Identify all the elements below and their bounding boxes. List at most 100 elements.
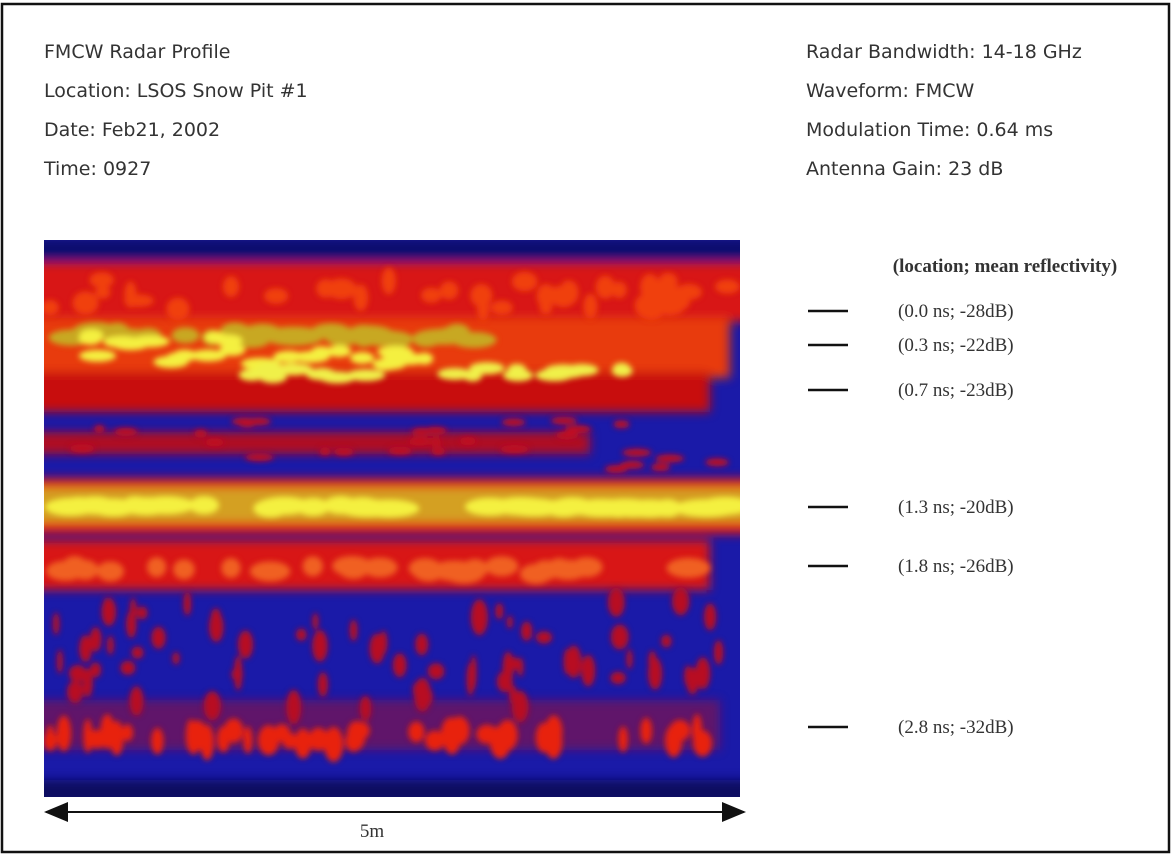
- blob: [238, 368, 265, 381]
- blob: [715, 279, 740, 294]
- blob: [172, 652, 180, 665]
- radar-image: [44, 240, 740, 797]
- blob: [621, 448, 652, 457]
- blob: [210, 608, 222, 629]
- blob: [83, 718, 93, 753]
- header-line: Waveform: FMCW: [806, 80, 974, 102]
- blob: [120, 660, 136, 675]
- blob: [78, 332, 103, 345]
- blob: [153, 355, 189, 368]
- blob: [541, 286, 567, 303]
- blob: [89, 662, 102, 678]
- blob: [427, 663, 445, 680]
- blob: [221, 558, 241, 579]
- blob: [581, 654, 596, 687]
- blob: [66, 680, 84, 704]
- blob: [661, 634, 672, 648]
- blob: [302, 556, 323, 577]
- blob: [671, 587, 690, 616]
- blob: [61, 496, 97, 515]
- blob: [535, 631, 553, 644]
- legend-label: (1.3 ns; -20dB): [898, 497, 1014, 518]
- blob: [249, 561, 291, 582]
- blob-group: [44, 267, 740, 763]
- blob: [223, 718, 244, 743]
- blob: [237, 630, 254, 659]
- blob: [316, 279, 336, 298]
- scale-label: 5m: [360, 821, 385, 842]
- blob: [188, 733, 199, 755]
- blob: [415, 633, 429, 656]
- blob: [686, 667, 699, 695]
- blob: [413, 677, 431, 712]
- blob: [392, 653, 407, 678]
- blob: [583, 293, 598, 319]
- blob: [95, 285, 111, 299]
- radar-spots: [44, 267, 740, 763]
- blob: [626, 649, 633, 670]
- blob: [106, 635, 114, 655]
- legend: (location; mean reflectivity) (0.0 ns; -…: [808, 256, 1117, 738]
- blob: [102, 598, 109, 624]
- blob: [325, 329, 361, 346]
- blob: [146, 557, 167, 578]
- blob: [388, 446, 412, 455]
- blob: [421, 287, 442, 303]
- blob: [640, 717, 653, 744]
- blob: [243, 726, 253, 754]
- blob: [282, 732, 298, 749]
- blob: [619, 460, 645, 469]
- blob: [319, 447, 331, 456]
- header-line: Radar Bandwidth: 14-18 GHz: [806, 41, 1082, 63]
- header-line: Location: LSOS Snow Pit #1: [44, 80, 308, 102]
- blob: [326, 345, 352, 358]
- header-left: FMCW Radar Profile Location: LSOS Snow P…: [43, 41, 308, 180]
- blob: [203, 691, 221, 721]
- blob: [137, 496, 195, 515]
- blob: [263, 326, 324, 343]
- legend-items: (0.0 ns; -28dB) (0.3 ns; -22dB) (0.7 ns; -…: [808, 301, 1014, 738]
- blob: [408, 721, 425, 743]
- blob: [408, 437, 431, 446]
- blob: [349, 351, 375, 364]
- blob: [295, 628, 307, 641]
- blob: [506, 615, 513, 629]
- blob: [151, 727, 164, 755]
- blob: [200, 724, 214, 761]
- blob: [499, 445, 530, 454]
- blob: [93, 425, 105, 434]
- blob: [501, 418, 526, 427]
- legend-label: (1.8 ns; -26dB): [898, 556, 1014, 577]
- blob: [183, 591, 192, 616]
- blob: [349, 619, 358, 642]
- header-line: Modulation Time: 0.64 ms: [806, 119, 1053, 141]
- blob: [698, 496, 740, 515]
- blob: [234, 655, 243, 691]
- blob: [357, 721, 366, 742]
- blob: [695, 657, 711, 690]
- blob: [68, 665, 87, 682]
- blob: [332, 555, 372, 576]
- blob: [214, 334, 243, 347]
- blob: [424, 426, 447, 435]
- blob: [502, 369, 534, 382]
- blob: [308, 727, 329, 751]
- blob: [544, 725, 563, 759]
- blob: [166, 297, 190, 321]
- blob: [359, 695, 372, 721]
- legend-label: (2.8 ns; -32dB): [898, 717, 1014, 738]
- blob: [222, 276, 240, 298]
- blob: [430, 437, 442, 446]
- blob: [550, 416, 578, 425]
- blob: [264, 288, 289, 304]
- blob: [511, 690, 529, 723]
- header-line: FMCW Radar Profile: [44, 41, 230, 63]
- blob: [607, 587, 625, 617]
- blob: [129, 686, 144, 716]
- blob: [675, 283, 702, 300]
- blob: [62, 556, 88, 577]
- legend-label: (0.0 ns; -28dB): [898, 301, 1014, 322]
- blob: [336, 499, 399, 518]
- blob: [476, 294, 490, 321]
- blob: [293, 350, 330, 363]
